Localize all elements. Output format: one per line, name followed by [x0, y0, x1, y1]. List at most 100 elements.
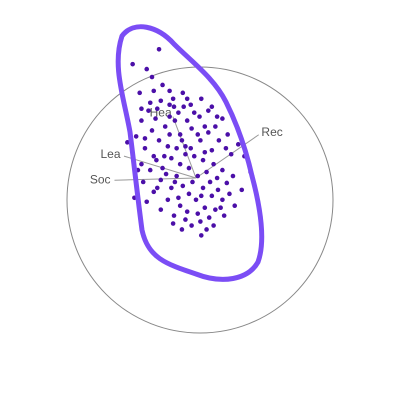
data-point [200, 185, 206, 191]
data-point [216, 138, 222, 143]
data-point [156, 47, 162, 52]
data-point [162, 153, 167, 159]
data-point [140, 179, 146, 185]
data-point [202, 124, 208, 129]
data-point [183, 144, 188, 149]
data-point [179, 138, 185, 143]
data-point [181, 104, 186, 110]
data-point [213, 124, 218, 129]
data-point [177, 203, 183, 209]
data-point [206, 130, 211, 135]
data-point [214, 114, 220, 119]
anchor-label: Rec [261, 125, 282, 139]
data-point [189, 223, 194, 228]
data-point [230, 173, 236, 179]
data-point [215, 187, 221, 193]
data-point [206, 108, 211, 113]
data-point [165, 197, 171, 203]
radviz-circle [66, 66, 334, 334]
data-point [198, 233, 204, 238]
data-point [228, 151, 234, 157]
data-point [211, 223, 216, 228]
point-layer [125, 47, 253, 238]
data-point [139, 106, 144, 111]
data-point [165, 144, 171, 149]
data-point [188, 146, 194, 151]
data-point [144, 199, 150, 205]
anchor-line [114, 177, 197, 181]
data-point [160, 165, 165, 171]
data-point [198, 193, 204, 199]
data-point [191, 110, 197, 115]
data-point [204, 169, 209, 175]
data-point [232, 203, 238, 209]
data-point [227, 191, 232, 197]
data-point [137, 90, 142, 96]
data-point [142, 136, 148, 141]
data-point [180, 183, 186, 189]
data-point [153, 116, 158, 121]
data-point [195, 211, 201, 216]
data-point [139, 118, 144, 123]
data-point [133, 134, 139, 139]
data-point [176, 110, 181, 115]
data-point [209, 104, 215, 110]
data-point [149, 128, 155, 133]
data-point [202, 149, 208, 155]
data-point [142, 146, 148, 151]
data-point [225, 132, 230, 137]
data-point [189, 126, 194, 131]
data-point [154, 157, 159, 163]
data-point [186, 191, 192, 197]
data-point [184, 118, 190, 123]
data-point [163, 171, 169, 177]
data-point [218, 205, 223, 210]
data-point [167, 114, 172, 119]
data-point [197, 114, 202, 119]
data-point [167, 132, 172, 137]
anchor-line [123, 155, 197, 179]
data-point [151, 88, 157, 94]
data-point [183, 151, 188, 157]
data-point [151, 153, 157, 159]
data-point [202, 205, 208, 210]
data-point [167, 102, 172, 108]
data-point [162, 124, 168, 129]
data-point [204, 227, 209, 232]
highlight-outline [115, 24, 265, 282]
data-point [174, 146, 179, 151]
data-point [151, 189, 157, 195]
data-point [195, 132, 201, 137]
data-point [186, 165, 192, 171]
data-point [220, 197, 225, 203]
anchor-label: Lea [100, 147, 120, 161]
data-point [206, 215, 212, 220]
data-point [211, 161, 216, 167]
data-point [209, 193, 215, 199]
data-point [139, 161, 144, 167]
data-point [190, 179, 195, 185]
data-point [172, 179, 178, 185]
data-point [200, 157, 206, 163]
anchor-label: Soc [90, 172, 111, 186]
data-point [154, 185, 160, 191]
data-point [180, 90, 186, 96]
data-point [223, 146, 229, 151]
data-point [221, 213, 227, 218]
data-point [220, 167, 225, 173]
data-point [160, 82, 165, 88]
data-point [158, 207, 164, 212]
data-point [149, 74, 155, 80]
data-point [198, 96, 204, 102]
data-point [144, 66, 150, 72]
data-point [174, 173, 179, 179]
data-point [176, 195, 181, 201]
data-point [146, 108, 151, 113]
data-point [235, 142, 241, 147]
data-point [183, 217, 188, 222]
data-point [198, 138, 203, 143]
data-point [171, 213, 177, 218]
data-point [193, 197, 199, 203]
